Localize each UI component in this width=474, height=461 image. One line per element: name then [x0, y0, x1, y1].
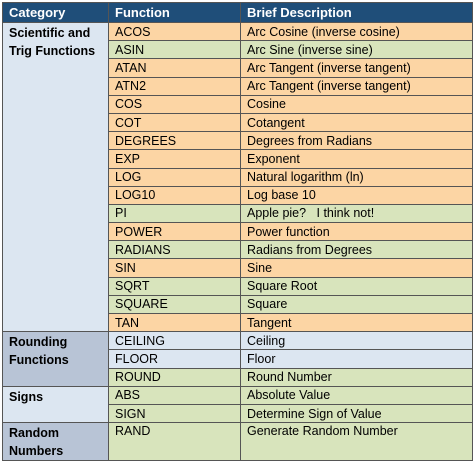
- function-cell: SIN: [108, 258, 241, 278]
- table-row: LOG Natural logarithm (ln): [3, 167, 473, 187]
- description-cell: Generate Random Number: [240, 422, 473, 461]
- description-cell: Round Number: [240, 367, 473, 387]
- table-row: ATAN Arc Tangent (inverse tangent): [3, 58, 473, 78]
- function-cell: ACOS: [108, 21, 241, 42]
- function-cell: POWER: [108, 222, 241, 242]
- function-cell: SQRT: [108, 276, 241, 296]
- function-cell: COS: [108, 94, 241, 114]
- category-cell: Scientific and Trig Functions: [2, 21, 109, 333]
- description-cell: Arc Cosine (inverse cosine): [240, 21, 473, 42]
- function-cell: COT: [108, 112, 241, 133]
- table-row: ATN2 Arc Tangent (inverse tangent): [3, 76, 473, 96]
- description-cell: Floor: [240, 349, 473, 369]
- function-cell: CEILING: [108, 331, 241, 351]
- description-cell: Tangent: [240, 312, 473, 333]
- description-cell: Ceiling: [240, 331, 473, 351]
- table-row: SIGN Determine Sign of Value: [3, 403, 473, 424]
- header-row: Category Function Brief Description: [2, 2, 473, 23]
- category-cell: Random Numbers: [2, 422, 109, 461]
- function-cell: SIGN: [108, 403, 241, 424]
- table-row: DEGREES Degrees from Radians: [3, 131, 473, 151]
- category-cell: Rounding Functions: [2, 331, 109, 387]
- function-cell: DEGREES: [108, 131, 241, 151]
- function-cell: ATAN: [108, 58, 241, 78]
- table-row: SQUARE Square: [3, 294, 473, 315]
- function-cell: ATN2: [108, 76, 241, 96]
- table-row: POWER Power function: [3, 222, 473, 242]
- description-cell: Sine: [240, 258, 473, 278]
- description-cell: Cosine: [240, 94, 473, 114]
- table-row: Rounding Functions CEILING Ceiling: [2, 331, 473, 387]
- table-row: LOG10 Log base 10: [3, 185, 473, 205]
- table-row: SIN Sine: [3, 258, 473, 278]
- description-cell: Absolute Value: [240, 385, 473, 405]
- table-row: ASIN Arc Sine (inverse sine): [3, 40, 473, 60]
- table-row: PI Apple pie? I think not!: [3, 203, 473, 224]
- table-row: SQRT Square Root: [3, 276, 473, 296]
- table-row: EXP Exponent: [3, 149, 473, 169]
- function-cell: EXP: [108, 149, 241, 169]
- function-cell: PI: [108, 203, 241, 224]
- description-cell: Exponent: [240, 149, 473, 169]
- description-cell: Log base 10: [240, 185, 473, 205]
- description-cell: Arc Tangent (inverse tangent): [240, 58, 473, 78]
- table-row: FLOOR Floor: [3, 349, 473, 369]
- function-cell: TAN: [108, 312, 241, 333]
- function-cell: FLOOR: [108, 349, 241, 369]
- function-cell: LOG10: [108, 185, 241, 205]
- description-cell: Determine Sign of Value: [240, 403, 473, 424]
- table-row: RADIANS Radians from Degrees: [3, 240, 473, 260]
- function-cell: ABS: [108, 385, 241, 405]
- function-cell: ROUND: [108, 367, 241, 387]
- function-cell: LOG: [108, 167, 241, 187]
- description-cell: Degrees from Radians: [240, 131, 473, 151]
- category-header: Category: [2, 2, 109, 23]
- description-cell: Arc Tangent (inverse tangent): [240, 76, 473, 96]
- table-row: Scientific and Trig Functions ACOS Arc C…: [2, 21, 473, 333]
- description-cell: Arc Sine (inverse sine): [240, 40, 473, 60]
- description-cell: Power function: [240, 222, 473, 242]
- function-cell: ASIN: [108, 40, 241, 60]
- function-header: Function: [108, 2, 241, 23]
- description-cell: Natural logarithm (ln): [240, 167, 473, 187]
- description-cell: Cotangent: [240, 112, 473, 133]
- table-row: Signs ABS Absolute Value: [2, 385, 473, 424]
- table-row: Random Numbers RAND Generate Random Numb…: [2, 422, 473, 461]
- description-cell: Square Root: [240, 276, 473, 296]
- description-cell: Square: [240, 294, 473, 315]
- description-cell: Apple pie? I think not!: [240, 203, 473, 224]
- function-cell: RADIANS: [108, 240, 241, 260]
- description-header: Brief Description: [240, 2, 473, 23]
- table-row: TAN Tangent: [3, 312, 473, 333]
- table-row: ROUND Round Number: [3, 367, 473, 387]
- category-cell: Signs: [2, 385, 109, 424]
- description-cell: Radians from Degrees: [240, 240, 473, 260]
- function-cell: RAND: [108, 422, 241, 461]
- function-cell: SQUARE: [108, 294, 241, 315]
- table-row: COS Cosine: [3, 94, 473, 114]
